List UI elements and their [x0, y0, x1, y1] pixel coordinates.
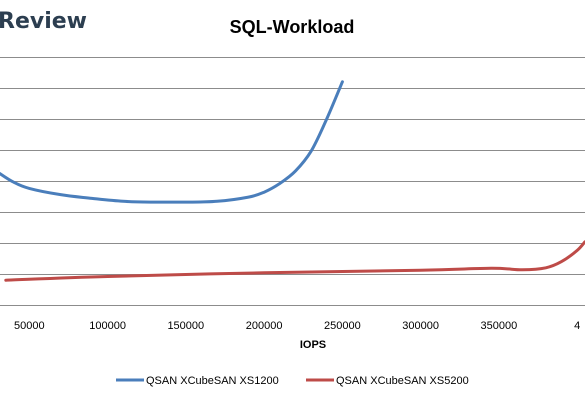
legend-label-2: QSAN XCubeSAN XS5200: [336, 375, 469, 387]
x-tick-labels: 50000 100000 150000 200000 250000 300000 35000…: [14, 320, 580, 332]
series-lines: [0, 80, 585, 282]
x-tick-label: 100000: [89, 320, 126, 332]
x-tick-label: 350000: [481, 320, 518, 332]
brand-logo-text: Review: [0, 9, 87, 34]
x-tick-label: 150000: [167, 320, 204, 332]
chart-title: SQL-Workload: [230, 17, 355, 37]
x-tick-label: 50000: [14, 320, 45, 332]
x-tick-label: 300000: [402, 320, 439, 332]
x-tick-label: 4: [574, 320, 580, 332]
x-tick-label: 200000: [246, 320, 283, 332]
legend: QSAN XCubeSAN XS1200 QSAN XCubeSAN XS5200: [116, 375, 469, 387]
series-line-2: [4, 240, 585, 282]
legend-label-1: QSAN XCubeSAN XS1200: [146, 375, 279, 387]
series-line-1: [0, 80, 344, 204]
x-tick-label: 250000: [324, 320, 361, 332]
x-axis-label: IOPS: [300, 339, 326, 351]
gridlines: [0, 57, 585, 306]
